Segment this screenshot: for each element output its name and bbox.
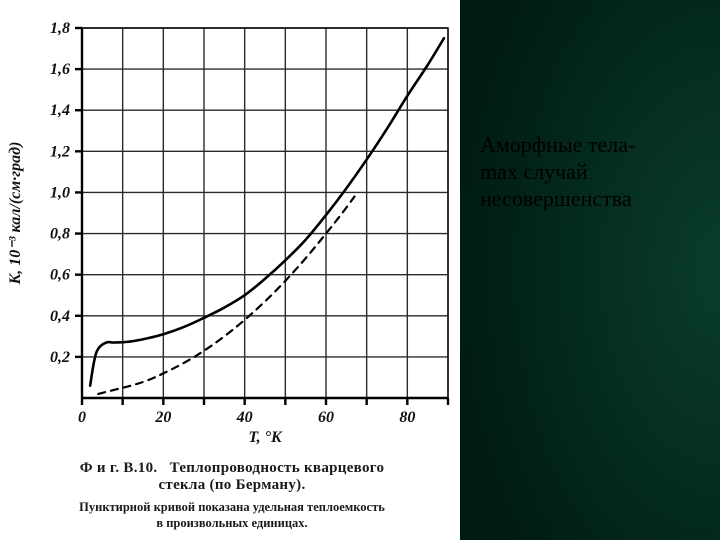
svg-text:0,4: 0,4 xyxy=(50,308,70,325)
figure-caption: Ф и г. В.10. Теплопроводность кварцевого… xyxy=(12,460,452,494)
svg-text:80: 80 xyxy=(399,409,415,426)
svg-text:0,6: 0,6 xyxy=(50,267,70,284)
figure-panel: 0 20 40 60 80 0,2 0,4 0,6 0,8 1,0 1,2 1,4 1,6 1,8 T, °… xyxy=(0,0,460,540)
slide-text: Аморфные тела- max случай несовершенства xyxy=(480,132,700,212)
svg-text:60: 60 xyxy=(318,409,334,426)
svg-text:1,4: 1,4 xyxy=(50,102,70,119)
caption-line2: стекла (по Берману). xyxy=(12,477,452,494)
svg-text:1,8: 1,8 xyxy=(50,20,70,37)
svg-text:20: 20 xyxy=(154,409,171,426)
svg-text:0: 0 xyxy=(78,409,86,426)
subcaption-line1: Пунктирной кривой показана удельная тепл… xyxy=(79,500,385,514)
svg-text:0,8: 0,8 xyxy=(50,226,70,243)
chart: 0 20 40 60 80 0,2 0,4 0,6 0,8 1,0 1,2 1,4 1,6 1,8 T, °… xyxy=(0,16,460,456)
subcaption-line2: в произвольных единицах. xyxy=(156,516,307,530)
svg-text:T, °K: T, °K xyxy=(248,429,283,446)
svg-text:40: 40 xyxy=(236,409,253,426)
svg-text:0,2: 0,2 xyxy=(50,349,70,366)
caption-prefix: Ф и г. В.10. xyxy=(80,460,158,476)
caption-line1: Теплопроводность кварцевого xyxy=(170,460,385,476)
slide-background: Аморфные тела- max случай несовершенства xyxy=(460,0,720,540)
svg-text:1,0: 1,0 xyxy=(50,184,70,201)
figure-subcaption: Пунктирной кривой показана удельная тепл… xyxy=(12,500,452,531)
svg-text:1,2: 1,2 xyxy=(50,143,70,160)
svg-text:1,6: 1,6 xyxy=(50,61,70,78)
svg-text:K, 10⁻³ кал/(см·град): K, 10⁻³ кал/(см·град) xyxy=(7,142,24,286)
